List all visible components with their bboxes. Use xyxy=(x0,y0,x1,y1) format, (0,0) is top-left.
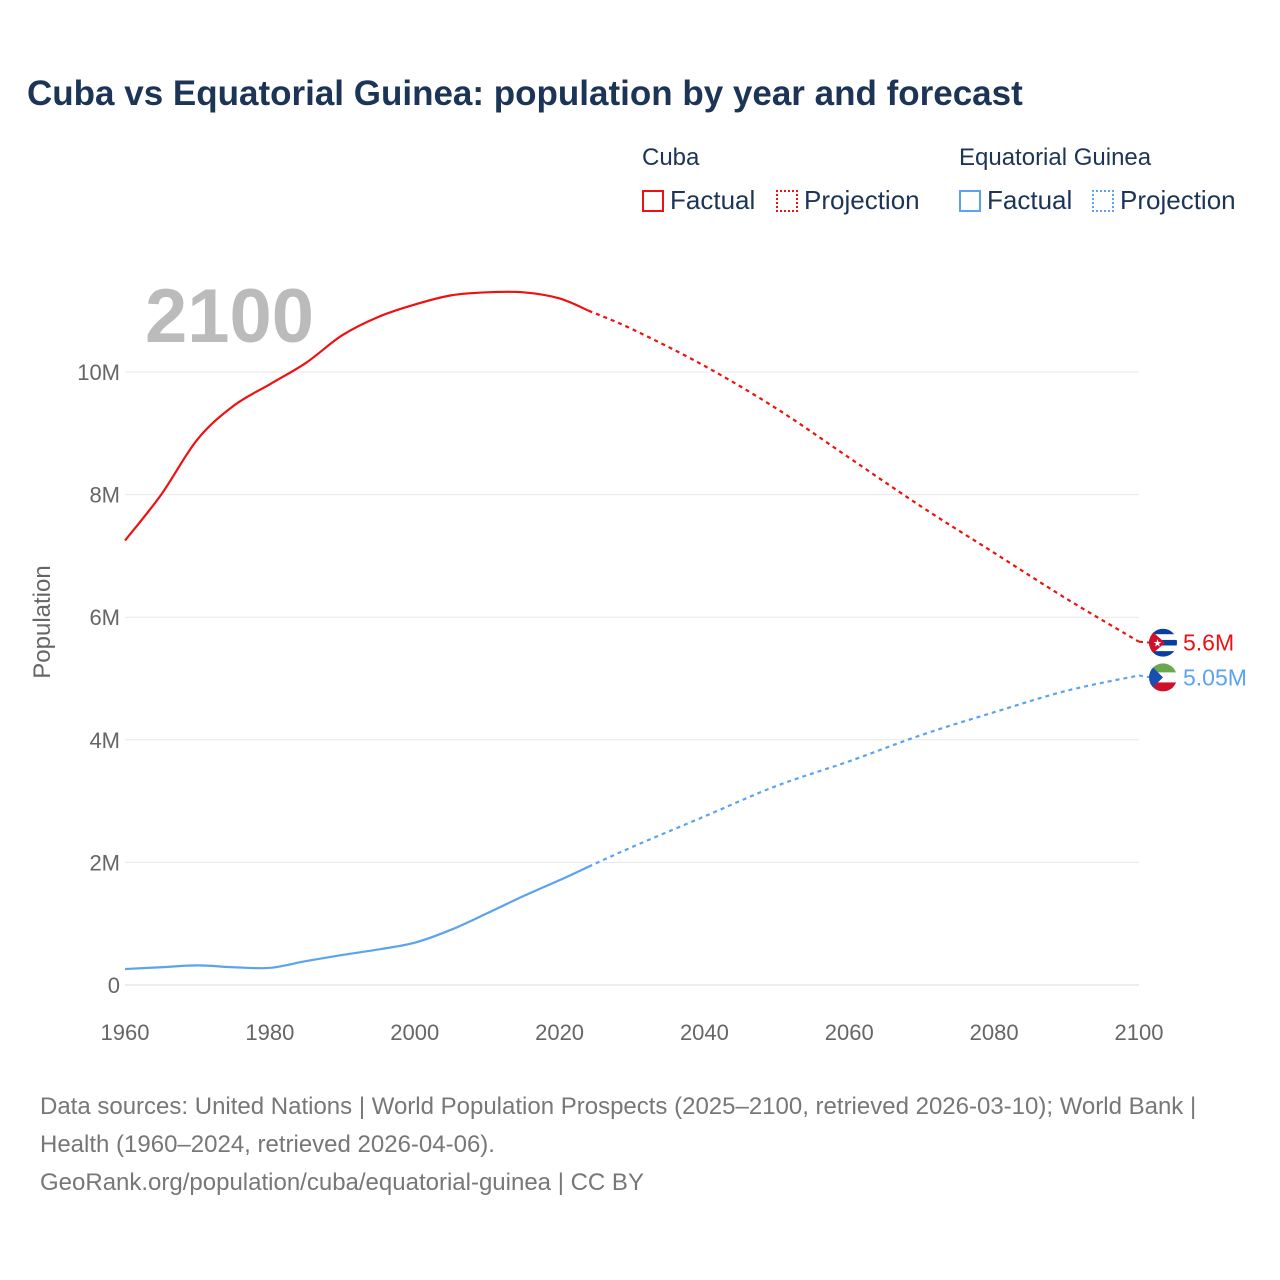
x-tick-label: 2000 xyxy=(390,1020,439,1045)
legend-eqg-projection[interactable]: Projection xyxy=(1092,185,1236,216)
flag-triangle xyxy=(1149,663,1163,692)
legend-cuba-projection[interactable]: Projection xyxy=(776,185,920,216)
solid-swatch-icon xyxy=(959,189,981,212)
y-tick-label: 6M xyxy=(89,605,120,630)
y-axis-label: Population xyxy=(29,565,56,678)
leader-line xyxy=(1138,640,1152,644)
flag-stripe xyxy=(1149,651,1177,657)
y-tick-label: 0 xyxy=(108,973,120,998)
flag-stripe xyxy=(1149,645,1177,652)
flag-stripe xyxy=(1149,682,1177,692)
source-text: Data sources: United Nations | World Pop… xyxy=(40,1093,1197,1158)
y-tick-label: 10M xyxy=(77,360,120,385)
cuba-flag-icon: ★ xyxy=(1149,628,1177,657)
x-tick-label: 1980 xyxy=(245,1020,294,1045)
y-tick-label: 8M xyxy=(89,483,120,508)
x-tick-label: 2040 xyxy=(680,1020,729,1045)
source-link[interactable]: GeoRank.org/population/cuba/equatorial-g… xyxy=(40,1169,644,1196)
end-value-label: 5.6M xyxy=(1183,630,1234,656)
x-tick-label: 2020 xyxy=(535,1020,584,1045)
series-line-factual xyxy=(124,865,590,971)
legend-group-equatorial-guinea: Equatorial Guinea xyxy=(959,144,1152,171)
legend-label: Projection xyxy=(1120,185,1236,215)
x-tick-label: 1960 xyxy=(101,1020,150,1045)
equatorial-guinea-flag-icon xyxy=(1149,663,1177,692)
flag-body: ★ xyxy=(1149,628,1177,657)
flag-stripe xyxy=(1149,628,1177,635)
flag-star: ★ xyxy=(1153,639,1162,650)
legend-label: Projection xyxy=(804,185,920,215)
dotted-swatch-icon xyxy=(776,189,798,212)
x-tick-label: 2060 xyxy=(825,1020,874,1045)
flag-body xyxy=(1149,663,1177,692)
series-line-factual xyxy=(124,290,589,542)
series-line-projection xyxy=(588,309,1140,643)
solid-swatch-icon xyxy=(642,189,664,212)
legend-cuba-factual[interactable]: Factual xyxy=(642,185,755,216)
flag-stripe xyxy=(1149,663,1177,673)
legend-eqg-factual[interactable]: Factual xyxy=(959,185,1072,216)
flag-triangle xyxy=(1149,628,1165,657)
y-tick-label: 4M xyxy=(89,728,120,753)
legend-label: Factual xyxy=(987,185,1073,215)
x-tick-label: 2080 xyxy=(970,1020,1019,1045)
y-tick-label: 2M xyxy=(89,850,120,875)
flag-stripe xyxy=(1149,634,1177,640)
chart-title: Cuba vs Equatorial Guinea: population by… xyxy=(27,74,1023,113)
source-note: Data sources: United Nations | World Pop… xyxy=(40,1088,1240,1202)
x-tick-label: 2100 xyxy=(1115,1020,1164,1045)
legend-label: Factual xyxy=(670,185,756,215)
leader-line xyxy=(1138,674,1152,679)
end-value-label: 5.05M xyxy=(1183,664,1247,690)
series-line-projection xyxy=(588,674,1140,868)
year-label: 2100 xyxy=(145,274,314,359)
dotted-swatch-icon xyxy=(1092,189,1114,212)
legend-group-cuba: Cuba xyxy=(642,144,700,171)
